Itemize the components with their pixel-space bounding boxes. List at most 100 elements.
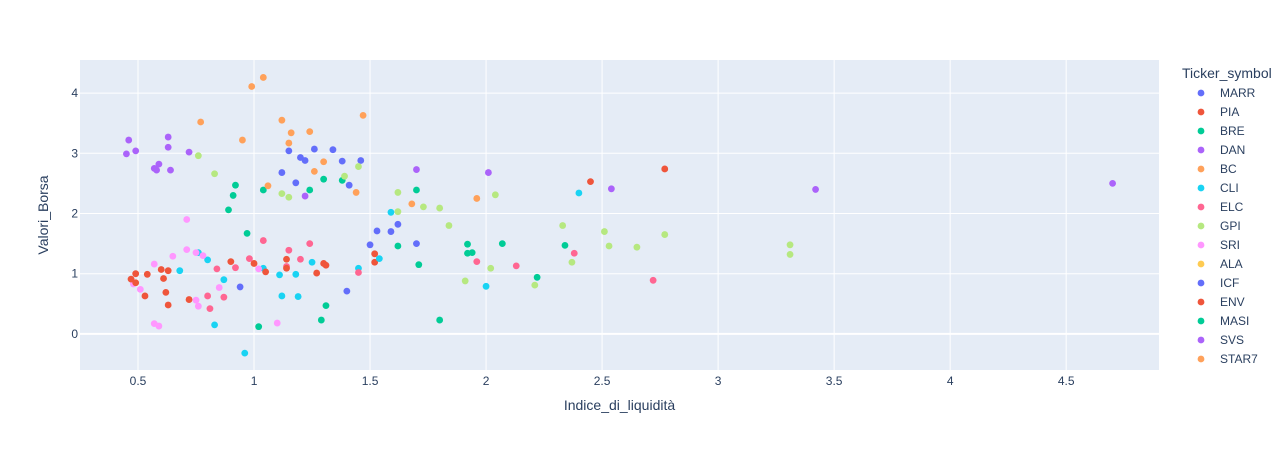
scatter-point[interactable]	[473, 195, 481, 202]
scatter-point[interactable]	[394, 242, 402, 250]
scatter-point[interactable]	[310, 167, 318, 175]
scatter-point[interactable]	[373, 227, 381, 235]
scatter-point[interactable]	[197, 118, 205, 126]
scatter-point[interactable]	[160, 275, 167, 282]
legend-item-svs[interactable]: SVS	[1197, 333, 1244, 347]
scatter-point[interactable]	[132, 279, 140, 287]
scatter-point[interactable]	[220, 293, 228, 301]
scatter-point[interactable]	[320, 158, 328, 166]
scatter-point[interactable]	[341, 172, 348, 180]
scatter-point[interactable]	[473, 258, 481, 266]
scatter-point[interactable]	[192, 249, 200, 257]
scatter-point[interactable]	[394, 189, 402, 196]
scatter-point[interactable]	[292, 179, 300, 187]
scatter-point[interactable]	[136, 285, 144, 293]
scatter-point[interactable]	[215, 284, 223, 291]
scatter-point[interactable]	[436, 316, 444, 324]
scatter-point[interactable]	[123, 150, 130, 158]
scatter-point[interactable]	[1109, 179, 1116, 187]
scatter-point[interactable]	[155, 160, 163, 168]
scatter-point[interactable]	[322, 261, 330, 269]
scatter-point[interactable]	[317, 316, 325, 324]
scatter-point[interactable]	[285, 193, 293, 201]
scatter-point[interactable]	[164, 267, 172, 275]
scatter-point[interactable]	[352, 189, 360, 196]
scatter-point[interactable]	[211, 170, 218, 178]
scatter-point[interactable]	[183, 216, 191, 223]
scatter-point[interactable]	[786, 251, 794, 258]
scatter-point[interactable]	[164, 301, 172, 309]
scatter-point[interactable]	[355, 163, 362, 170]
scatter-point[interactable]	[259, 186, 267, 194]
scatter-point[interactable]	[487, 264, 495, 272]
scatter-point[interactable]	[306, 128, 314, 136]
scatter-point[interactable]	[633, 243, 641, 251]
scatter-point[interactable]	[273, 319, 281, 327]
scatter-point[interactable]	[587, 178, 594, 185]
scatter-point[interactable]	[204, 256, 212, 264]
legend-item-ala[interactable]: ALA	[1197, 257, 1243, 271]
scatter-point[interactable]	[387, 208, 395, 216]
scatter-point[interactable]	[176, 267, 184, 275]
scatter-point[interactable]	[243, 229, 251, 237]
scatter-point[interactable]	[241, 349, 249, 357]
scatter-point[interactable]	[199, 252, 207, 260]
scatter-point[interactable]	[649, 276, 657, 284]
scatter-point[interactable]	[283, 255, 290, 263]
scatter-point[interactable]	[164, 143, 172, 151]
scatter-point[interactable]	[461, 277, 469, 285]
scatter-point[interactable]	[278, 116, 286, 124]
scatter-point[interactable]	[239, 136, 246, 144]
scatter-point[interactable]	[283, 264, 290, 272]
scatter-point[interactable]	[255, 323, 263, 331]
scatter-point[interactable]	[359, 111, 367, 119]
scatter-point[interactable]	[498, 240, 506, 247]
scatter-point[interactable]	[371, 258, 379, 266]
scatter-point[interactable]	[294, 293, 302, 300]
scatter-point[interactable]	[245, 255, 253, 263]
scatter-point[interactable]	[570, 249, 578, 257]
scatter-point[interactable]	[464, 240, 471, 248]
scatter-point[interactable]	[313, 269, 321, 277]
scatter-point[interactable]	[568, 258, 576, 266]
legend-item-pia[interactable]: PIA	[1197, 105, 1240, 119]
scatter-point[interactable]	[559, 222, 567, 229]
scatter-point[interactable]	[533, 273, 541, 281]
scatter-point[interactable]	[661, 165, 669, 173]
scatter-point[interactable]	[531, 281, 539, 289]
scatter-point[interactable]	[287, 129, 295, 137]
scatter-point[interactable]	[229, 192, 237, 199]
scatter-point[interactable]	[366, 241, 374, 249]
legend-item-elc[interactable]: ELC	[1197, 200, 1244, 214]
scatter-point[interactable]	[394, 208, 402, 216]
scatter-point[interactable]	[375, 255, 383, 263]
scatter-point[interactable]	[812, 186, 819, 193]
scatter-point[interactable]	[143, 270, 151, 278]
scatter-point[interactable]	[264, 182, 272, 190]
scatter-point[interactable]	[308, 258, 316, 266]
scatter-point[interactable]	[167, 166, 174, 174]
scatter-point[interactable]	[192, 296, 200, 304]
scatter-point[interactable]	[141, 292, 149, 300]
scatter-point[interactable]	[297, 255, 304, 263]
scatter-point[interactable]	[127, 275, 135, 283]
scatter-point[interactable]	[306, 240, 314, 247]
scatter-point[interactable]	[420, 203, 427, 211]
legend-item-bre[interactable]: BRE	[1197, 124, 1245, 138]
scatter-point[interactable]	[227, 258, 235, 266]
scatter-point[interactable]	[250, 260, 258, 267]
scatter-point[interactable]	[157, 266, 165, 273]
scatter-point[interactable]	[153, 166, 160, 174]
legend-item-env[interactable]: ENV	[1197, 295, 1245, 309]
scatter-point[interactable]	[661, 231, 669, 238]
scatter-point[interactable]	[575, 189, 583, 197]
scatter-point[interactable]	[561, 241, 569, 249]
scatter-point[interactable]	[512, 262, 520, 270]
scatter-point[interactable]	[150, 260, 158, 268]
scatter-point[interactable]	[164, 133, 172, 141]
scatter-point[interactable]	[132, 147, 140, 155]
scatter-point[interactable]	[183, 246, 191, 254]
scatter-point[interactable]	[301, 157, 309, 164]
scatter-point[interactable]	[278, 169, 286, 176]
scatter-point[interactable]	[468, 249, 476, 257]
